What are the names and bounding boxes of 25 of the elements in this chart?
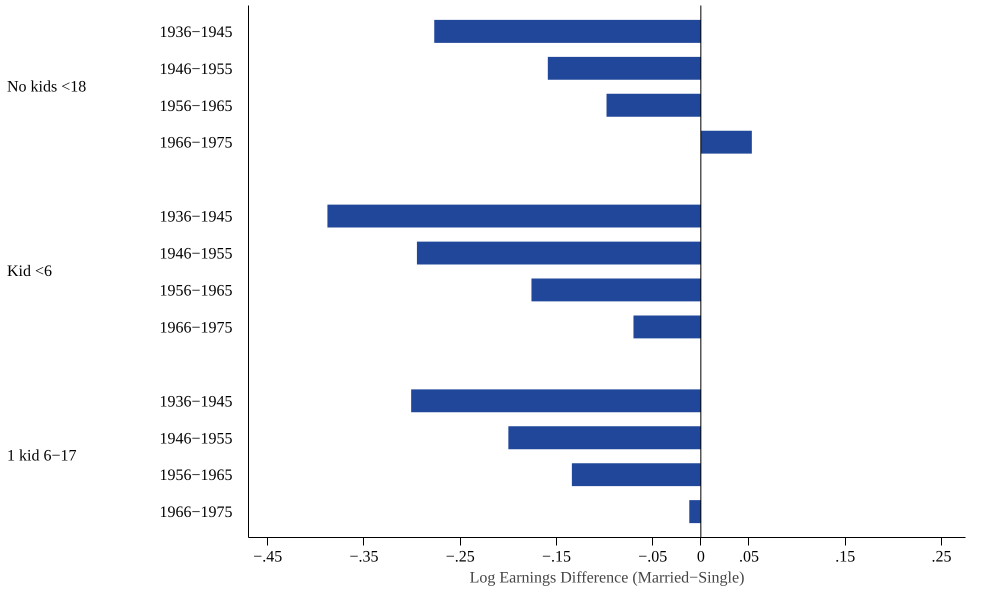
y-tick-label: 1936−1945	[159, 24, 233, 41]
x-tick-label: −.05	[638, 548, 668, 566]
y-tick-label: 1966−1975	[159, 504, 233, 522]
text: No kids <18	[7, 78, 86, 96]
y-tick-label: 1956−1965	[159, 98, 233, 115]
x-tick-label: −.45	[253, 548, 282, 566]
y-tick-label: 1936−1945	[159, 393, 233, 410]
y-tick-label: 1946−1955	[159, 430, 233, 448]
y-tick-label: 1946−1955	[159, 246, 233, 263]
y-tick-label: 1936−1945	[159, 208, 233, 226]
y-tick-label: 1966−1975	[159, 134, 233, 152]
x-tick-label: .05	[738, 548, 759, 566]
x-tick-label: 0	[696, 548, 705, 566]
x-tick-label: −.15	[542, 548, 571, 566]
y-tick-label: 1956−1965	[159, 467, 233, 484]
x-tick-label: −.35	[349, 548, 379, 566]
x-tick-label: .25	[931, 548, 952, 566]
y-tick-label: 1966−1975	[159, 319, 233, 336]
text: Kid <6	[7, 263, 52, 280]
x-tick-label: .15	[835, 548, 856, 566]
x-axis-title: Log Earnings Difference (Married−Single)	[470, 570, 744, 586]
x-tick-label: −.25	[446, 548, 475, 566]
y-tick-label: 1946−1955	[159, 60, 233, 78]
text: 1 kid 6−17	[7, 448, 76, 465]
y-tick-label: 1956−1965	[159, 282, 233, 300]
